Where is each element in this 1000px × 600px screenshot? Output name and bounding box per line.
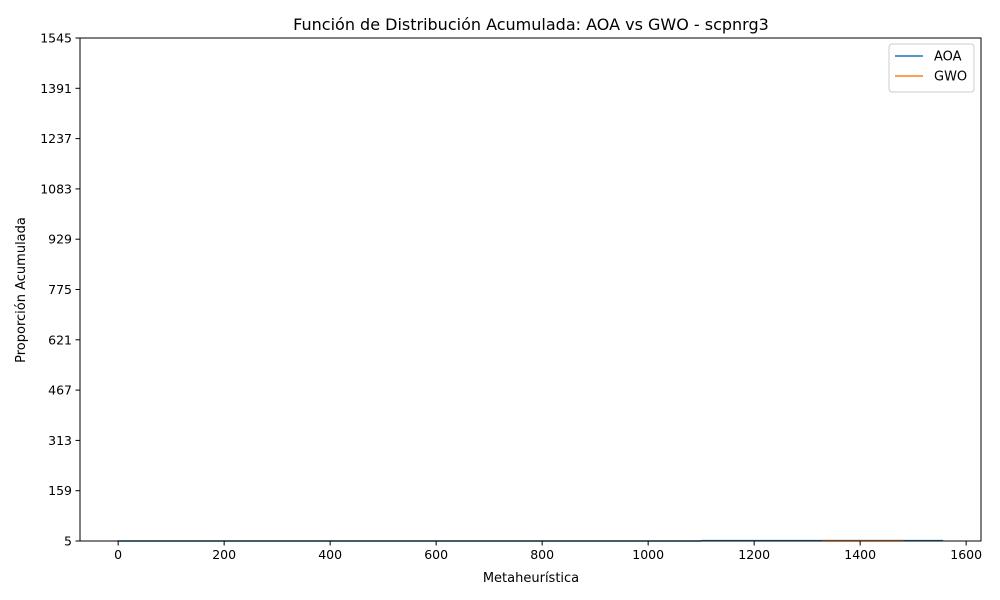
x-tick-label: 0 xyxy=(114,547,122,562)
x-tick-label: 800 xyxy=(530,547,554,562)
y-tick-label: 1391 xyxy=(40,81,72,96)
y-axis-label: Proporción Acumulada xyxy=(14,217,29,363)
x-tick-label: 1400 xyxy=(844,547,876,562)
x-axis-label: Metaheurística xyxy=(483,571,579,586)
y-tick-label: 159 xyxy=(48,483,72,498)
legend: AOA GWO xyxy=(888,43,975,93)
y-tick-label: 775 xyxy=(48,282,72,297)
y-tick-label: 5 xyxy=(64,534,72,549)
legend-label-aoa: AOA xyxy=(934,50,962,65)
y-tick-label: 313 xyxy=(48,433,72,448)
y-tick-label: 621 xyxy=(48,332,72,347)
x-tick-label: 200 xyxy=(212,547,236,562)
y-tick-label: 1545 xyxy=(40,31,72,46)
chart-title: Función de Distribución Acumulada: AOA v… xyxy=(293,15,769,34)
x-tick-label: 1000 xyxy=(632,547,664,562)
y-tick-label: 1237 xyxy=(40,131,72,146)
plot-area: 0 200 400 600 800 1000 1200 1400 1600 5 159 313 467 6… xyxy=(40,31,982,563)
x-tick-label: 1200 xyxy=(738,547,770,562)
y-tick-label: 929 xyxy=(48,232,72,247)
y-tick-label: 467 xyxy=(48,383,72,398)
legend-label-gwo: GWO xyxy=(934,70,967,85)
x-tick-label: 1600 xyxy=(950,547,982,562)
x-tick-label: 600 xyxy=(424,547,448,562)
y-tick-label: 1083 xyxy=(40,181,72,196)
x-tick-label: 400 xyxy=(318,547,342,562)
